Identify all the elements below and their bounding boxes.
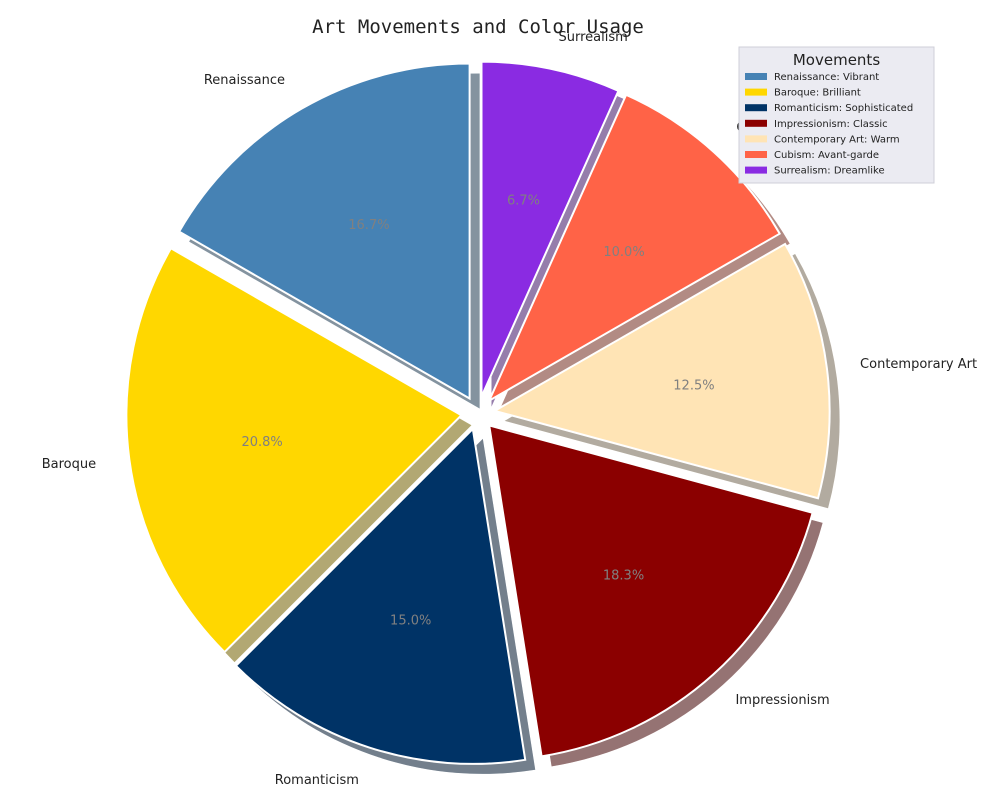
percentage-labels: 16.7% 20.8% 15.0% 18.3% 12.5% 10.0% 6.7%: [241, 194, 714, 629]
slice-label-surrealism: Surrealism: [558, 30, 627, 45]
legend-swatch-romanticism: [745, 104, 767, 112]
legend-entry-cubism: Cubism: Avant-garde: [774, 150, 879, 161]
slice-renaissance: [177, 62, 471, 401]
slice-labels: Renaissance Baroque Romanticism Impressioni…: [42, 30, 977, 788]
slice-cubism: [487, 93, 782, 403]
legend-swatch-contemporary-art: [745, 135, 767, 143]
slice-label-renaissance: Renaissance: [204, 73, 285, 88]
legend-entry-contemporary-art: Contemporary Art: Warm: [774, 134, 900, 145]
pct-label-renaissance: 16.7%: [348, 218, 389, 233]
legend-entry-impressionism: Impressionism: Classic: [774, 119, 888, 130]
chart-title: Art Movements and Color Usage: [312, 16, 644, 38]
legend-swatch-surrealism: [745, 166, 767, 174]
slice-impressionism: [487, 424, 814, 758]
legend-entry-romanticism: Romanticism: Sophisticated: [774, 103, 913, 114]
pct-label-baroque: 20.8%: [241, 435, 282, 450]
pct-label-contemporary-art: 12.5%: [673, 379, 714, 394]
pie-slices: [125, 60, 831, 765]
legend-box: [738, 46, 935, 184]
legend-swatch-cubism: [745, 151, 767, 158]
slice-baroque: [125, 246, 464, 654]
legend-entry-surrealism: Surrealism: Dreamlike: [774, 166, 885, 177]
slice-surrealism: [480, 60, 620, 398]
slice-label-contemporary-art: Contemporary Art: [860, 357, 977, 372]
legend-entry-baroque: Baroque: Brilliant: [774, 88, 861, 99]
legend: Movements Renaissance: Vibrant Baroque: B…: [738, 46, 935, 184]
slice-contemporary-art: [492, 242, 831, 500]
legend-swatch-baroque: [745, 88, 767, 96]
legend-entry-renaissance: Renaissance: Vibrant: [774, 72, 879, 83]
slice-label-impressionism: Impressionism: [735, 693, 829, 708]
slice-label-baroque: Baroque: [42, 457, 96, 472]
pct-label-cubism: 10.0%: [603, 245, 644, 260]
pct-label-impressionism: 18.3%: [603, 568, 644, 583]
legend-swatch-renaissance: [745, 73, 767, 80]
legend-items: Renaissance: Vibrant Baroque: Brilliant Ro…: [745, 72, 913, 177]
legend-swatch-impressionism: [745, 119, 767, 127]
slice-label-romanticism: Romanticism: [275, 773, 359, 788]
pct-label-surrealism: 6.7%: [507, 194, 540, 209]
pct-label-romanticism: 15.0%: [390, 614, 431, 629]
legend-title: Movements: [793, 51, 880, 69]
slice-romanticism: [234, 426, 527, 765]
